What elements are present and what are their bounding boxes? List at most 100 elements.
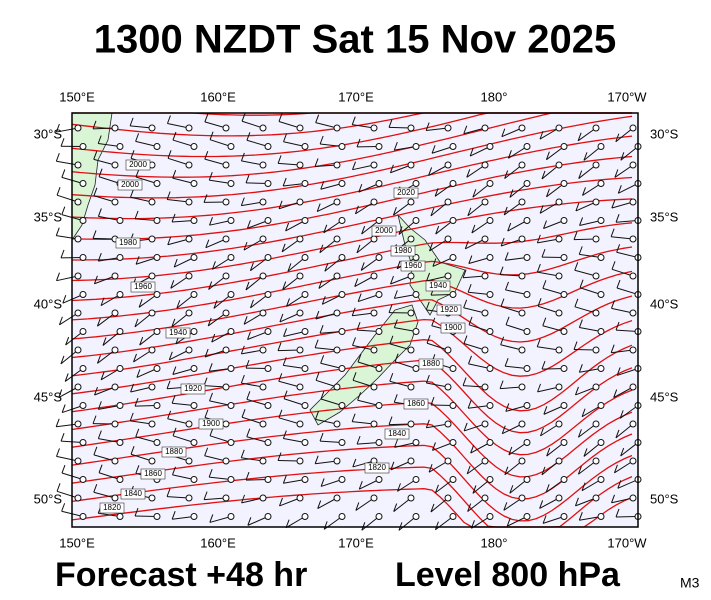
barb-staff [241, 160, 264, 166]
barb-feather [360, 262, 365, 271]
station [486, 254, 494, 261]
barb-staff [65, 331, 84, 346]
barb-staff [246, 139, 269, 147]
barb-staff [316, 201, 338, 213]
barb-feather [209, 131, 214, 140]
barb-staff [508, 146, 528, 159]
barb-staff [361, 516, 380, 531]
barb-feather [356, 435, 361, 445]
barb-staff [466, 164, 486, 178]
barb-staff [540, 423, 560, 437]
barb-staff [241, 416, 264, 425]
barb-feather [171, 213, 176, 223]
barb-staff [389, 380, 412, 388]
contour-label: 1820 [368, 463, 386, 472]
station [264, 365, 272, 372]
barb-feather [171, 511, 176, 520]
barb-feather [430, 207, 435, 217]
barb-staff [429, 238, 449, 252]
barb-feather [356, 321, 361, 331]
station [449, 513, 457, 520]
longitude-label: 150°E [59, 535, 95, 550]
station [296, 235, 304, 243]
station [412, 476, 420, 483]
barb-feather [388, 416, 393, 425]
station [407, 235, 415, 243]
barb-staff [204, 121, 227, 129]
barb-feather [172, 427, 177, 437]
barb-staff [212, 257, 232, 270]
barb-feather [611, 300, 615, 309]
contour-label: 2020 [397, 188, 415, 197]
barb-feather [463, 335, 468, 344]
barb-staff [56, 127, 79, 133]
latitude-label: 50°S [650, 491, 679, 506]
barb-staff [361, 220, 380, 235]
barb-feather [97, 401, 102, 410]
barb-feather [389, 335, 394, 345]
barb-feather [428, 167, 433, 176]
barb-feather [281, 243, 286, 252]
barb-feather [500, 298, 505, 307]
station [555, 383, 563, 391]
station [185, 494, 193, 502]
barb-staff [537, 238, 560, 244]
station [190, 143, 198, 150]
barb-staff [56, 194, 79, 203]
station [190, 254, 198, 261]
barb-staff [469, 146, 491, 157]
barb-staff [619, 405, 639, 419]
station [597, 328, 605, 335]
barb-feather [393, 394, 398, 403]
barb-staff [394, 442, 417, 448]
station [375, 439, 383, 446]
barb-staff [315, 312, 338, 320]
barb-staff [167, 157, 190, 166]
barb-staff [537, 386, 560, 393]
station [190, 476, 198, 483]
barb-feather [540, 427, 544, 437]
barb-feather [130, 446, 135, 455]
barb-staff [283, 364, 306, 369]
station [407, 309, 415, 317]
latitude-label: 45°S [650, 389, 679, 404]
barb-feather [208, 468, 213, 478]
station [560, 402, 568, 409]
station [486, 217, 494, 224]
station [560, 180, 568, 187]
isobar [71, 135, 633, 220]
barb-feather [317, 500, 322, 509]
barb-feather [503, 206, 508, 216]
station [148, 420, 156, 428]
station [301, 328, 309, 335]
barb-staff [320, 362, 343, 369]
barb-staff [470, 442, 491, 454]
station [597, 254, 605, 261]
barb-staff [357, 361, 380, 369]
station [74, 272, 82, 280]
barb-staff [505, 405, 528, 412]
barb-staff [278, 162, 301, 166]
barb-feather [390, 275, 394, 285]
barb-staff [500, 306, 523, 314]
station [375, 328, 383, 335]
station [412, 217, 420, 224]
barb-feather [240, 152, 245, 162]
barb-feather [55, 153, 60, 162]
barb-feather [543, 406, 548, 415]
station [259, 161, 267, 169]
barb-staff [500, 238, 523, 247]
barb-staff [320, 143, 343, 147]
barb-staff [616, 329, 639, 332]
barb-staff [241, 201, 264, 207]
barb-staff [352, 460, 375, 468]
station [74, 235, 82, 243]
barb-staff [172, 139, 195, 147]
station [370, 198, 378, 206]
station [148, 457, 156, 465]
barb-feather [129, 412, 134, 422]
station [370, 494, 378, 502]
barb-staff [130, 125, 153, 129]
barb-feather [578, 319, 583, 328]
barb-staff [611, 236, 634, 240]
